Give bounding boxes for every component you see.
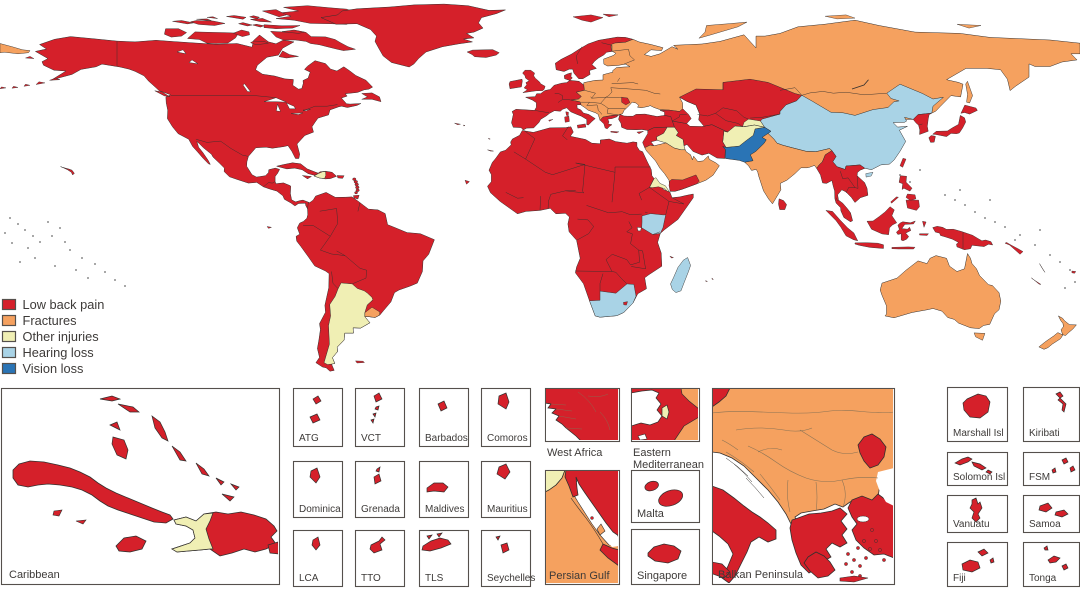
svg-text:VCT: VCT <box>361 433 381 444</box>
svg-text:Vision loss: Vision loss <box>23 361 84 376</box>
svg-text:Balkan Peninsula: Balkan Peninsula <box>718 569 804 581</box>
svg-text:FSM: FSM <box>1029 472 1050 483</box>
svg-text:Tonga: Tonga <box>1029 573 1057 584</box>
svg-text:Malta: Malta <box>637 508 665 520</box>
svg-text:Fiji: Fiji <box>953 573 966 584</box>
svg-text:Low back pain: Low back pain <box>23 297 105 312</box>
svg-text:Kiribati: Kiribati <box>1029 428 1060 439</box>
svg-text:Solomon Isl: Solomon Isl <box>953 472 1005 483</box>
svg-text:Maldives: Maldives <box>425 504 464 515</box>
svg-text:Persian Gulf: Persian Gulf <box>549 570 610 582</box>
svg-text:Dominica: Dominica <box>299 504 341 515</box>
svg-text:Mediterranean: Mediterranean <box>633 459 704 471</box>
svg-text:Hearing loss: Hearing loss <box>23 345 94 360</box>
svg-text:Seychelles: Seychelles <box>487 573 535 584</box>
svg-text:LCA: LCA <box>299 573 319 584</box>
svg-text:West Africa: West Africa <box>547 447 603 459</box>
svg-text:Marshall Isl: Marshall Isl <box>953 428 1004 439</box>
svg-text:Eastern: Eastern <box>633 447 671 459</box>
svg-text:Singapore: Singapore <box>637 570 687 582</box>
svg-text:Mauritius: Mauritius <box>487 504 528 515</box>
svg-text:TTO: TTO <box>361 573 381 584</box>
svg-text:Comoros: Comoros <box>487 433 528 444</box>
svg-text:Other injuries: Other injuries <box>23 329 99 344</box>
svg-text:TLS: TLS <box>425 573 444 584</box>
svg-text:Fractures: Fractures <box>23 313 77 328</box>
svg-text:Grenada: Grenada <box>361 504 400 515</box>
svg-text:Samoa: Samoa <box>1029 519 1061 530</box>
svg-text:ATG: ATG <box>299 433 319 444</box>
svg-text:Barbados: Barbados <box>425 433 468 444</box>
svg-text:Vanuatu: Vanuatu <box>953 519 990 530</box>
svg-text:Caribbean: Caribbean <box>9 569 60 581</box>
